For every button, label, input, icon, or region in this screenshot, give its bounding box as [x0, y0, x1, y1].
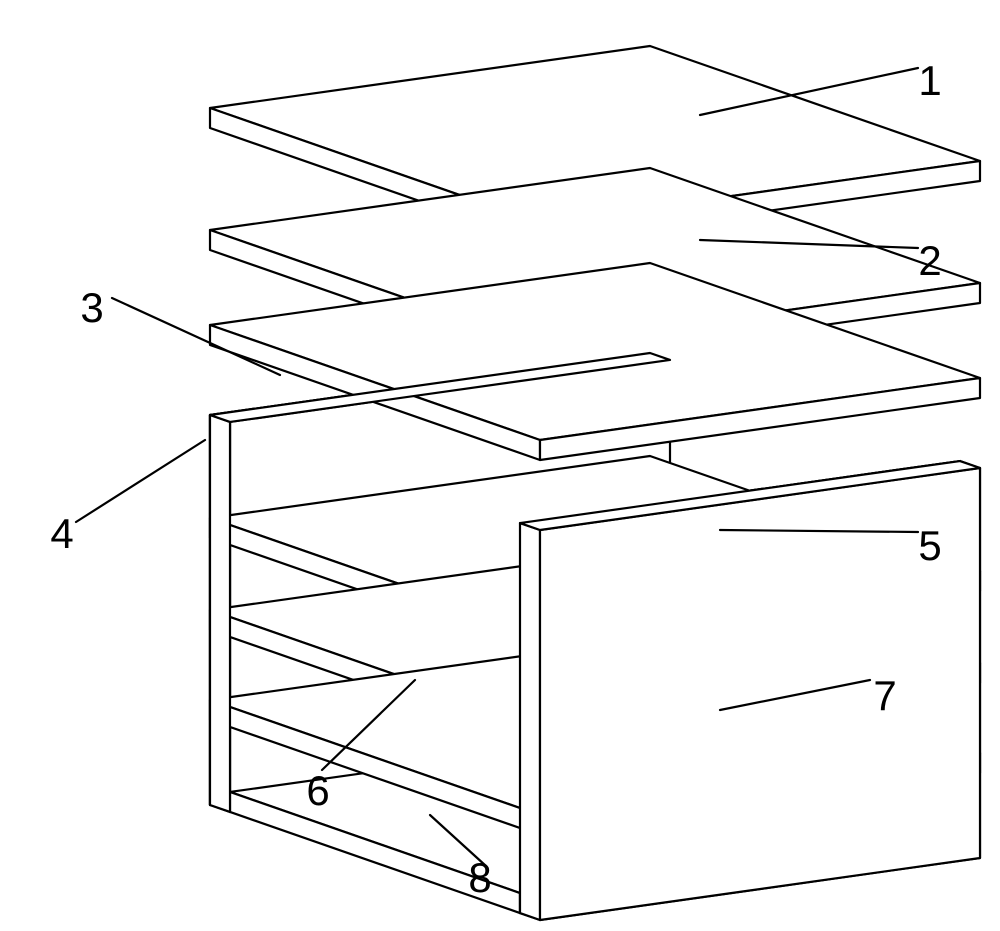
label-4: 4: [50, 510, 73, 557]
label-7: 7: [873, 672, 896, 719]
label-3: 3: [80, 284, 103, 331]
label-8: 8: [468, 854, 491, 901]
label-5: 5: [918, 522, 941, 569]
exploded-layer-diagram: 1 2 3 4 5 6 7 8: [0, 0, 1000, 931]
label-2: 2: [918, 237, 941, 284]
label-6: 6: [306, 767, 329, 814]
label-1: 1: [918, 57, 941, 104]
